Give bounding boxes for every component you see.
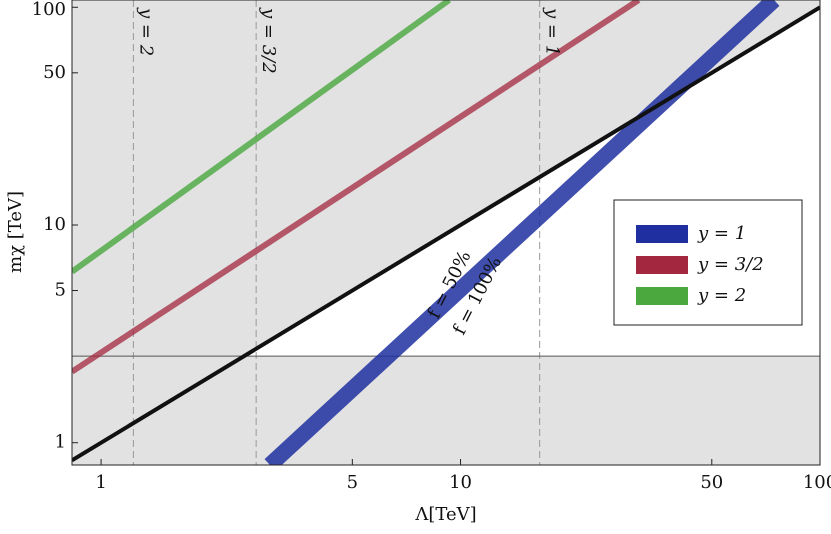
- y-tick-label: 1: [55, 432, 66, 453]
- y-tick-label: 100: [32, 0, 66, 20]
- x-tick-label: 50: [700, 472, 723, 493]
- x-tick-label: 1: [95, 472, 106, 493]
- legend-swatch: [636, 256, 688, 274]
- legend-swatch: [636, 287, 688, 305]
- v-line-label: y = 3/2: [258, 7, 279, 74]
- v-line-label: y = 2: [135, 7, 156, 56]
- plot-frame: [71, 0, 821, 466]
- v-line-label: y = 1: [542, 7, 563, 56]
- x-tick-label: 10: [449, 472, 472, 493]
- series-line: [264, 0, 780, 465]
- legend-label: y = 1: [697, 223, 746, 244]
- legend-swatch: [636, 225, 688, 243]
- series-line: [72, 0, 451, 275]
- series-line: [72, 5, 820, 463]
- legend-label: y = 3/2: [697, 254, 764, 275]
- y-tick-label: 10: [43, 214, 66, 235]
- y-axis-label: mχ [TeV]: [5, 191, 26, 273]
- y-tick-label: 50: [43, 62, 66, 83]
- x-tick-label: 5: [347, 472, 358, 493]
- x-tick-label: 100: [803, 472, 831, 493]
- series-line: [72, 0, 641, 375]
- legend-label: y = 2: [697, 285, 746, 306]
- y-tick-label: 5: [55, 280, 66, 301]
- x-axis-label: Λ[TeV]: [414, 504, 476, 525]
